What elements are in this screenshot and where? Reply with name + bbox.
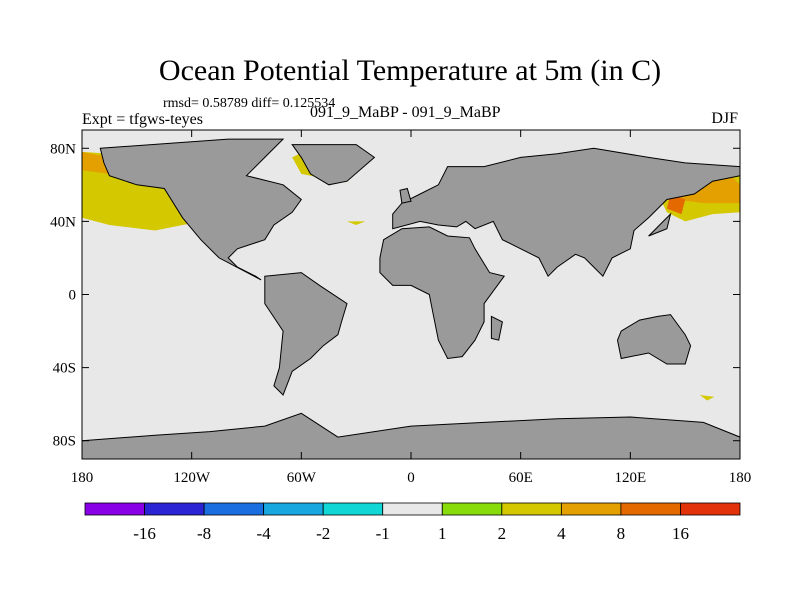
y-tick-label: 40N — [50, 214, 76, 230]
anomaly-region-7 — [699, 395, 715, 401]
colorbar-swatch — [263, 502, 324, 516]
colorbar-label: 4 — [557, 524, 566, 543]
colorbar-label: -1 — [376, 524, 390, 543]
land-greenland — [291, 144, 376, 186]
y-tick-label: 40S — [53, 361, 76, 377]
colorbar-swatch — [382, 502, 443, 516]
colorbar-swatch — [560, 502, 622, 516]
season-label: DJF — [711, 110, 738, 127]
colorbar-label: -2 — [316, 524, 330, 543]
x-tick-label: 60E — [509, 470, 533, 486]
land-madagascar — [490, 315, 503, 341]
x-tick-label: 180 — [729, 470, 752, 486]
colorbar: -16 -8 -4 -2 -1 1 2 4 8 16 — [84, 502, 741, 543]
land-australia — [616, 314, 692, 365]
colorbar-label: 16 — [672, 524, 689, 543]
land-japan — [648, 212, 672, 237]
anomaly-region-11 — [379, 221, 386, 225]
colorbar-swatch — [144, 502, 205, 516]
x-tick-label: 0 — [407, 470, 415, 486]
x-tick-label: 180 — [71, 470, 94, 486]
subtitle: 091_9_MaBP - 091_9_MaBP — [310, 104, 501, 121]
axes: 180 120W 60W 0 60E 120E 180 80N 40N 0 40S 80S — [50, 130, 751, 486]
land-south-america — [264, 272, 348, 396]
anomaly-region-3 — [347, 221, 366, 225]
colorbar-swatch — [620, 502, 681, 516]
x-tick-label: 120W — [173, 470, 211, 486]
stats-label: rmsd= 0.58789 diff= 0.125534 — [163, 96, 336, 111]
colorbar-label: -4 — [257, 524, 272, 543]
colorbar-swatch — [501, 502, 562, 516]
experiment-label: Expt = tfgws-teyes — [82, 111, 203, 128]
colorbar-label: -16 — [133, 524, 156, 543]
x-tick-label: 60W — [287, 470, 317, 486]
colorbar-swatch — [680, 502, 741, 516]
colorbar-label: 2 — [498, 524, 507, 543]
y-tick-label: 0 — [69, 288, 77, 304]
colorbar-swatch — [203, 502, 265, 516]
colorbar-label: 8 — [617, 524, 626, 543]
land-britain — [399, 187, 412, 204]
colorbar-swatch — [322, 502, 384, 516]
colorbar-label: 1 — [438, 524, 447, 543]
land-antarctica — [82, 412, 740, 459]
anomaly-region-8 — [206, 389, 221, 405]
colorbar-swatch — [84, 502, 145, 516]
x-tick-label: 120E — [614, 470, 646, 486]
land-north-america — [99, 138, 302, 281]
land-africa — [379, 226, 506, 360]
chart-title: Ocean Potential Temperature at 5m (in C) — [158, 54, 662, 87]
land-eurasia — [392, 147, 740, 278]
colorbar-label: -8 — [197, 524, 211, 543]
y-tick-label: 80S — [53, 434, 76, 450]
anomaly-region-9 — [535, 362, 558, 372]
colorbar-swatch — [441, 502, 503, 516]
land-mask — [82, 138, 740, 459]
y-tick-label: 80N — [50, 141, 76, 157]
